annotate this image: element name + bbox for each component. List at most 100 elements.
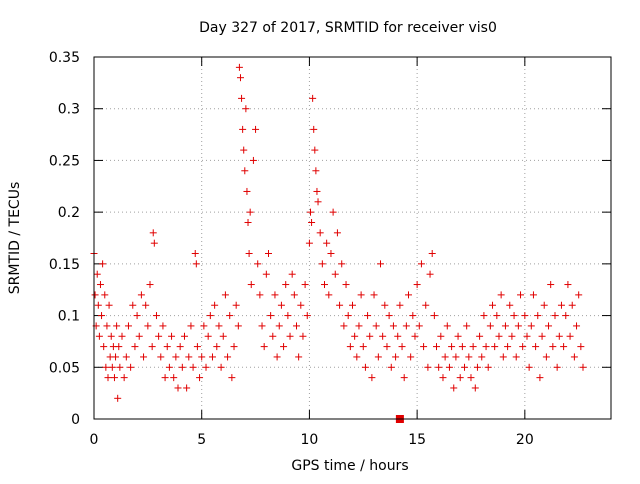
data-point — [411, 332, 419, 340]
data-point — [407, 353, 415, 361]
data-point — [170, 374, 178, 382]
data-point — [185, 353, 193, 361]
data-point — [491, 343, 499, 351]
data-point — [394, 332, 402, 340]
data-point — [114, 394, 122, 402]
data-point — [110, 374, 118, 382]
data-point — [364, 312, 372, 320]
data-point — [112, 353, 120, 361]
data-point — [540, 301, 548, 309]
data-point — [355, 322, 363, 330]
data-point — [122, 353, 130, 361]
data-point — [420, 343, 428, 351]
data-point — [441, 353, 449, 361]
data-point — [510, 312, 518, 320]
data-point — [480, 312, 488, 320]
data-point — [387, 363, 395, 371]
data-point — [445, 363, 453, 371]
data-point — [292, 322, 300, 330]
data-point — [219, 332, 227, 340]
data-point — [549, 343, 557, 351]
data-point — [102, 363, 110, 371]
x-tick-label: 10 — [301, 432, 319, 448]
data-point — [152, 312, 160, 320]
data-point — [437, 332, 445, 340]
data-point — [311, 146, 319, 154]
data-point — [489, 301, 497, 309]
data-point — [176, 343, 184, 351]
data-point — [499, 353, 507, 361]
data-point — [133, 312, 141, 320]
data-point — [290, 291, 298, 299]
data-point — [157, 353, 165, 361]
data-point — [398, 343, 406, 351]
y-tick-label: 0.2 — [58, 205, 80, 221]
data-point — [239, 125, 247, 133]
data-point — [271, 291, 279, 299]
data-point — [230, 343, 238, 351]
data-point — [254, 260, 262, 268]
x-tick-label: 15 — [408, 432, 426, 448]
data-point — [553, 363, 561, 371]
data-point — [286, 332, 294, 340]
data-point — [301, 281, 309, 289]
data-point — [224, 353, 232, 361]
x-tick-label: 0 — [90, 432, 99, 448]
data-point — [542, 353, 550, 361]
point-layer — [90, 63, 587, 423]
data-point — [439, 374, 447, 382]
data-point — [241, 167, 249, 175]
data-point — [551, 312, 559, 320]
data-point — [174, 384, 182, 392]
data-point — [575, 291, 583, 299]
data-point — [172, 353, 180, 361]
data-point — [211, 301, 219, 309]
data-point — [532, 343, 540, 351]
data-point — [196, 374, 204, 382]
data-point — [514, 322, 522, 330]
data-point — [527, 322, 535, 330]
data-point — [456, 374, 464, 382]
data-point — [95, 332, 103, 340]
data-point — [183, 384, 191, 392]
data-point — [448, 343, 456, 351]
data-point — [118, 332, 126, 340]
data-point — [295, 353, 303, 361]
data-point — [504, 343, 512, 351]
y-tick-label: 0.35 — [49, 50, 80, 66]
data-point — [379, 332, 387, 340]
data-point — [519, 343, 527, 351]
data-point — [215, 322, 223, 330]
data-point — [577, 343, 585, 351]
data-point — [545, 322, 553, 330]
data-point — [100, 343, 108, 351]
data-point — [566, 332, 574, 340]
data-point — [461, 363, 469, 371]
data-point — [252, 125, 260, 133]
data-point — [192, 260, 200, 268]
data-point — [521, 312, 529, 320]
data-point — [206, 312, 214, 320]
data-point — [476, 332, 484, 340]
data-point — [217, 363, 225, 371]
chart-title: Day 327 of 2017, SRMTID for receiver vis… — [199, 20, 497, 36]
data-point — [493, 312, 501, 320]
data-point — [463, 322, 471, 330]
data-point — [191, 250, 199, 258]
data-point — [98, 312, 106, 320]
data-point — [226, 312, 234, 320]
data-point — [264, 250, 272, 258]
data-point — [310, 125, 318, 133]
data-point — [258, 322, 266, 330]
data-point — [277, 301, 285, 309]
data-point — [508, 332, 516, 340]
data-point — [560, 343, 568, 351]
data-point — [282, 281, 290, 289]
data-point — [473, 363, 481, 371]
data-point — [517, 291, 525, 299]
data-point — [340, 322, 348, 330]
data-point — [103, 322, 111, 330]
data-point — [204, 332, 212, 340]
x-axis-label: GPS time / hours — [291, 458, 408, 474]
